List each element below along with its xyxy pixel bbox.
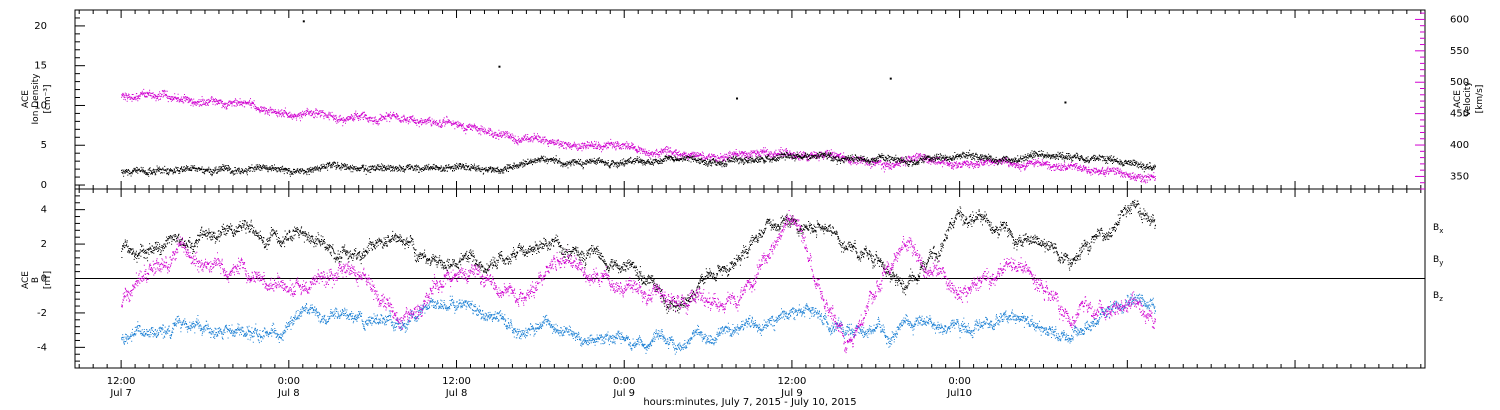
ion-density-series: [121, 149, 1157, 177]
by-legend-text: B: [1433, 255, 1439, 265]
top-left-y-tick-label: 10: [34, 100, 47, 111]
top-left-y-tick-label: 15: [34, 61, 47, 72]
by-series: [121, 293, 1157, 355]
x-tick-label-date: Jul 9: [612, 388, 635, 399]
by-legend-sub: y: [1439, 259, 1443, 267]
bx-legend-label: Bx: [1433, 223, 1443, 235]
bottom-left-y-tick-label: 2: [41, 239, 47, 250]
top-right-y-tick-label: 500: [1450, 77, 1469, 88]
top-left-y-tick-label: 0: [41, 180, 47, 191]
top-left-y-tick-label: 5: [41, 140, 47, 151]
x-tick-label-date: Jul 7: [109, 388, 132, 399]
data-layer: [121, 20, 1157, 355]
bz-legend-text: B: [1433, 291, 1439, 301]
top-right-axis-title: ACE Velocity [km/s]: [1453, 81, 1485, 117]
top-right-axis-title-line2: Velocity: [1463, 81, 1473, 117]
by-legend-label: By: [1433, 255, 1443, 267]
bx-legend-sub: x: [1439, 227, 1443, 235]
x-tick-label-time: 0:00: [278, 376, 300, 387]
bx-points: [121, 199, 1157, 314]
by-points: [121, 293, 1157, 355]
top-left-axis-title-line3: [cm⁻³]: [43, 84, 53, 113]
top-right-y-tick-label: 350: [1450, 171, 1469, 182]
x-tick-label-date: Jul 9: [780, 388, 803, 399]
x-tick-label-time: 12:00: [107, 376, 136, 387]
x-axis-title: hours:minutes, July 7, 2015 - July 10, 2…: [643, 397, 856, 408]
bottom-left-y-tick-label: -2: [37, 308, 47, 319]
bx-legend-text: B: [1433, 223, 1439, 233]
x-tick-label-time: 12:00: [442, 376, 471, 387]
bz-legend-label: Bz: [1433, 291, 1443, 303]
bz-legend-sub: z: [1439, 295, 1443, 303]
bottom-left-y-tick-label: -4: [37, 342, 47, 353]
top-right-axis-title-line1: ACE: [1453, 90, 1463, 108]
x-tick-label-date: Jul10: [946, 388, 972, 399]
top-panel-frame: [74, 9, 1426, 190]
ion-density-spike: [498, 65, 501, 68]
bottom-left-axis-title: ACE B [nT]: [21, 271, 53, 289]
top-left-axis-title: ACE Ion Density [cm⁻³]: [21, 73, 53, 125]
x-tick-label-time: 12:00: [778, 376, 807, 387]
top-left-y-tick-label: 20: [34, 21, 47, 32]
ion-density-spike: [736, 97, 739, 100]
ion-density-points: [121, 149, 1157, 177]
top-right-y-tick-label: 400: [1450, 140, 1469, 151]
bottom-left-axis-title-line3: [nT]: [43, 271, 53, 289]
x-tick-label-date: Jul 8: [445, 388, 468, 399]
top-right-y-tick-label: 450: [1450, 109, 1469, 120]
top-left-axis-title-line2: Ion Density: [31, 73, 41, 125]
top-right-y-tick-label: 600: [1450, 14, 1469, 25]
x-tick-label-date: Jul 8: [277, 388, 300, 399]
bottom-left-y-tick-label: 0: [41, 274, 47, 285]
bottom-left-axis-title-line1: ACE: [21, 271, 31, 289]
x-tick-label-time: 0:00: [613, 376, 635, 387]
ion-density-spike: [889, 77, 892, 80]
bottom-left-axis-title-line2: B: [31, 277, 41, 283]
x-tick-label-time: 0:00: [948, 376, 970, 387]
top-left-axis-title-line1: ACE: [21, 90, 31, 108]
ion-density-spike: [1064, 101, 1067, 104]
top-right-y-tick-label: 550: [1450, 46, 1469, 57]
bottom-left-y-tick-label: 4: [41, 205, 47, 216]
ion-density-spike: [302, 20, 305, 23]
bx-series: [121, 199, 1157, 314]
top-right-axis-title-line3: [km/s]: [1475, 85, 1485, 114]
